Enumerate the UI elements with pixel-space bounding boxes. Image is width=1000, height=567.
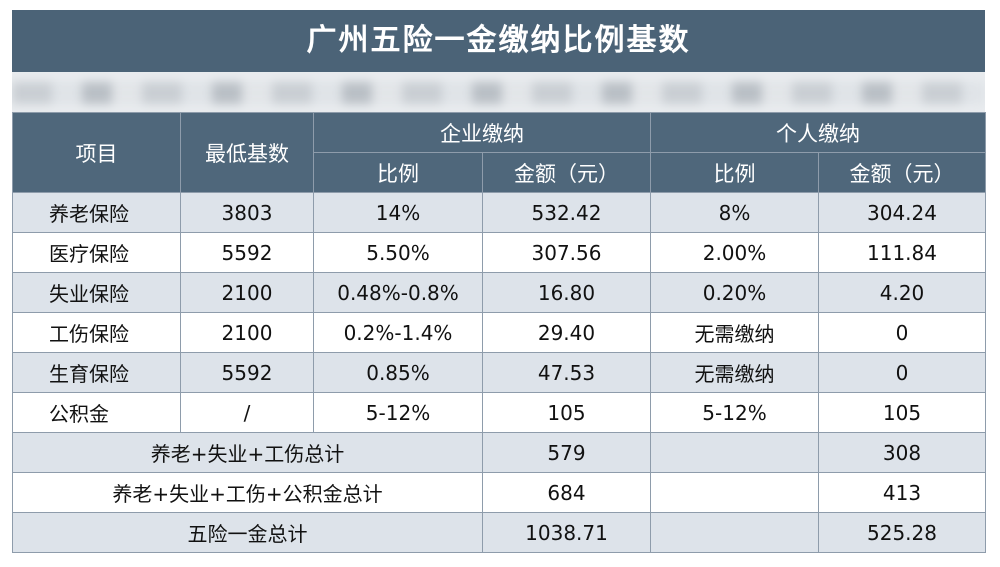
table-row: 养老保险 3803 14% 532.42 8% 304.24 [12,192,986,233]
table-cell: 3803 [180,192,314,233]
table-cell: 工伤保险 [12,312,181,353]
table-cell: 5-12% [650,392,819,433]
table-row: 公积金/5-12% 105 5-12% 105 [12,392,986,433]
table-cell: 5592 [180,352,314,393]
table-cell: 养老保险 [12,192,181,233]
table-cell: 16.80 [482,272,651,313]
total-label: 五险一金总计 [12,512,483,553]
table-row: 项目 最低基数 企业缴纳 个人缴纳 [12,112,986,193]
table-row: 养老+失业+工伤总计 579 308 [12,432,986,473]
empty-cell [650,512,819,553]
table-cell: 307.56 [482,232,651,273]
table-cell: 2100 [180,312,314,353]
empty-cell [650,432,819,473]
table-cell: 失业保险 [12,272,181,313]
header-cell: 最低基数 [180,112,314,193]
table-row: 五险一金总计 1038.71 525.28 [12,512,986,553]
table-row: 医疗保险 5592 5.50% 307.56 2.00% 111.84 [12,232,986,273]
subheader-cell: 比例 [313,152,483,193]
sheet: 广州五险一金缴纳比例基数 项目 最低基数 企业缴纳 个人缴纳 比例 金额（元） 比例 金额（元… [12,10,986,553]
total-cell: 525.28 [818,512,986,553]
subheader-cell: 金额（元） [818,152,986,193]
table-cell: 532.42 [482,192,651,233]
table-body: 项目 最低基数 企业缴纳 个人缴纳 比例 金额（元） 比例 金额（元） 养老保险 3803 14% 5… [12,112,986,553]
table-cell: 8% [650,192,819,233]
table-row: 比例 金额（元） 比例 金额（元） [13,152,986,193]
header-cell: 个人缴纳 [650,112,986,153]
table-row: 工伤保险 2100 0.2%-1.4% 29.40 无需缴纳 0 [12,312,986,353]
total-cell: 1038.71 [482,512,651,553]
blur-strip [12,82,985,104]
total-cell: 413 [818,472,986,513]
table-cell: 5.50% [313,232,483,273]
table-cell: 14% [313,192,483,233]
table-cell: 0.48%-0.8% [313,272,483,313]
total-cell: 579 [482,432,651,473]
table: 项目 最低基数 企业缴纳 个人缴纳 比例 金额（元） 比例 金额（元） 养老保险 3803 14% 5… [12,112,986,553]
header-cell: 企业缴纳 [313,112,651,153]
table-cell: 105 [818,392,986,433]
table-cell: 5-12% [313,392,483,433]
table-cell: 2100 [180,272,314,313]
total-label: 养老+失业+工伤+公积金总计 [12,472,483,513]
table-cell: 111.84 [818,232,986,273]
empty-cell [650,472,819,513]
table-cell: 0 [818,312,986,353]
table-cell: 0.85% [313,352,483,393]
header-cell: 项目 [12,112,181,193]
table-cell: 0.20% [650,272,819,313]
table-cell: 2.00% [650,232,819,273]
table-cell: 无需缴纳 [650,312,819,353]
title: 广州五险一金缴纳比例基数 [12,10,985,72]
total-cell: 308 [818,432,986,473]
table-cell: 47.53 [482,352,651,393]
blurred-subtitle [12,72,985,112]
table-cell: 105 [482,392,651,433]
total-label: 养老+失业+工伤总计 [12,432,483,473]
total-cell: 684 [482,472,651,513]
table-cell: 生育保险 [12,352,181,393]
table-cell: 4.20 [818,272,986,313]
table-cell: 5592 [180,232,314,273]
table-cell: 29.40 [482,312,651,353]
table-cell: 医疗保险 [12,232,181,273]
table-row: 生育保险 5592 0.85% 47.53 无需缴纳 0 [12,352,986,393]
subheader-cell: 比例 [650,152,819,193]
table-row: 养老+失业+工伤+公积金总计 684 413 [12,472,986,513]
table-cell: 304.24 [818,192,986,233]
table-cell: 无需缴纳 [650,352,819,393]
table-cell: 0 [818,352,986,393]
table-cell: 公积金 [12,392,181,433]
table-cell: 0.2%-1.4% [313,312,483,353]
table-cell: / [180,392,314,433]
table-row: 失业保险 2100 0.48%-0.8% 16.80 0.20% 4.20 [12,272,986,313]
subheader-cell: 金额（元） [482,152,651,193]
